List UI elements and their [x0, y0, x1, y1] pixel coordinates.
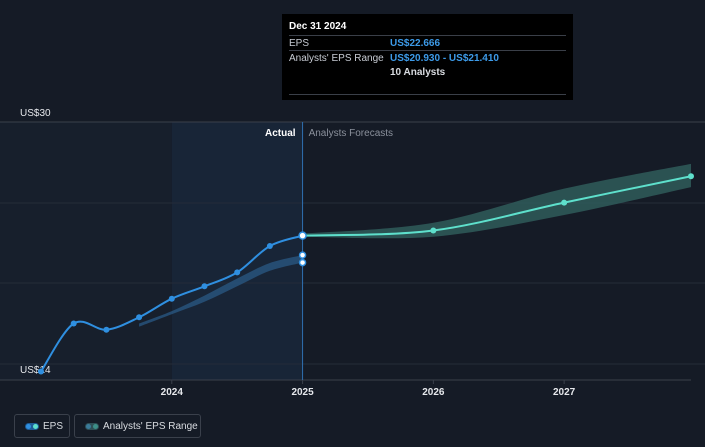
y-axis-bottom-label: US$14 — [20, 365, 51, 376]
forecast-line — [302, 175, 692, 237]
tooltip: Dec 31 2024 EPS US$22.666 Analysts' EPS … — [282, 14, 573, 100]
x-axis-ticks: 2024 2025 2026 2027 — [161, 380, 576, 398]
tooltip-range-row: Analysts' EPS Range US$20.930 - US$21.41… — [289, 50, 566, 66]
eps-point — [70, 320, 77, 327]
eps-point — [136, 314, 143, 321]
past-range-band — [139, 255, 303, 327]
tooltip-analysts-count: 10 Analysts — [390, 67, 446, 78]
eps-point — [298, 231, 307, 240]
forecast-point — [430, 227, 437, 234]
legend-eps[interactable]: EPS — [14, 414, 70, 438]
y-axis-top-label: US$30 — [20, 108, 51, 119]
tooltip-range-value: US$20.930 - US$21.410 — [390, 53, 499, 64]
legend-range-label: Analysts' EPS Range — [103, 421, 198, 432]
eps-point — [38, 368, 44, 375]
range-marker — [298, 251, 307, 259]
forecast-label: Analysts Forecasts — [309, 128, 393, 139]
eps-swatch-icon — [25, 423, 39, 430]
forecast-range-band — [302, 163, 691, 239]
tooltip-eps-value: US$22.666 — [390, 38, 441, 49]
x-tick-label: 2024 — [161, 387, 184, 398]
actual-period-shade-earlier — [0, 122, 172, 380]
range-swatch-icon — [85, 423, 99, 430]
range-marker — [298, 258, 307, 267]
tooltip-eps-row: EPS US$22.666 — [289, 35, 566, 51]
forecast-point — [688, 173, 694, 180]
tooltip-divider — [289, 94, 566, 95]
legend-eps-label: EPS — [43, 421, 64, 432]
legend-analysts-range[interactable]: Analysts' EPS Range — [74, 414, 201, 438]
forecast-point — [561, 199, 568, 206]
tooltip-date: Dec 31 2024 — [289, 21, 347, 32]
eps-point — [234, 269, 241, 276]
x-tick-label: 2025 — [291, 387, 314, 398]
x-tick-label: 2026 — [422, 387, 445, 398]
actual-label: Actual — [265, 128, 296, 139]
tooltip-range-label: Analysts' EPS Range — [289, 53, 384, 64]
eps-point — [103, 326, 110, 333]
eps-point — [201, 283, 208, 290]
eps-point — [168, 295, 175, 302]
tooltip-eps-label: EPS — [289, 38, 310, 49]
tooltip-analysts-row: 10 Analysts — [289, 65, 566, 80]
eps-point — [266, 243, 273, 249]
actual-period-shade — [171, 122, 303, 380]
x-tick-label: 2027 — [553, 387, 576, 398]
